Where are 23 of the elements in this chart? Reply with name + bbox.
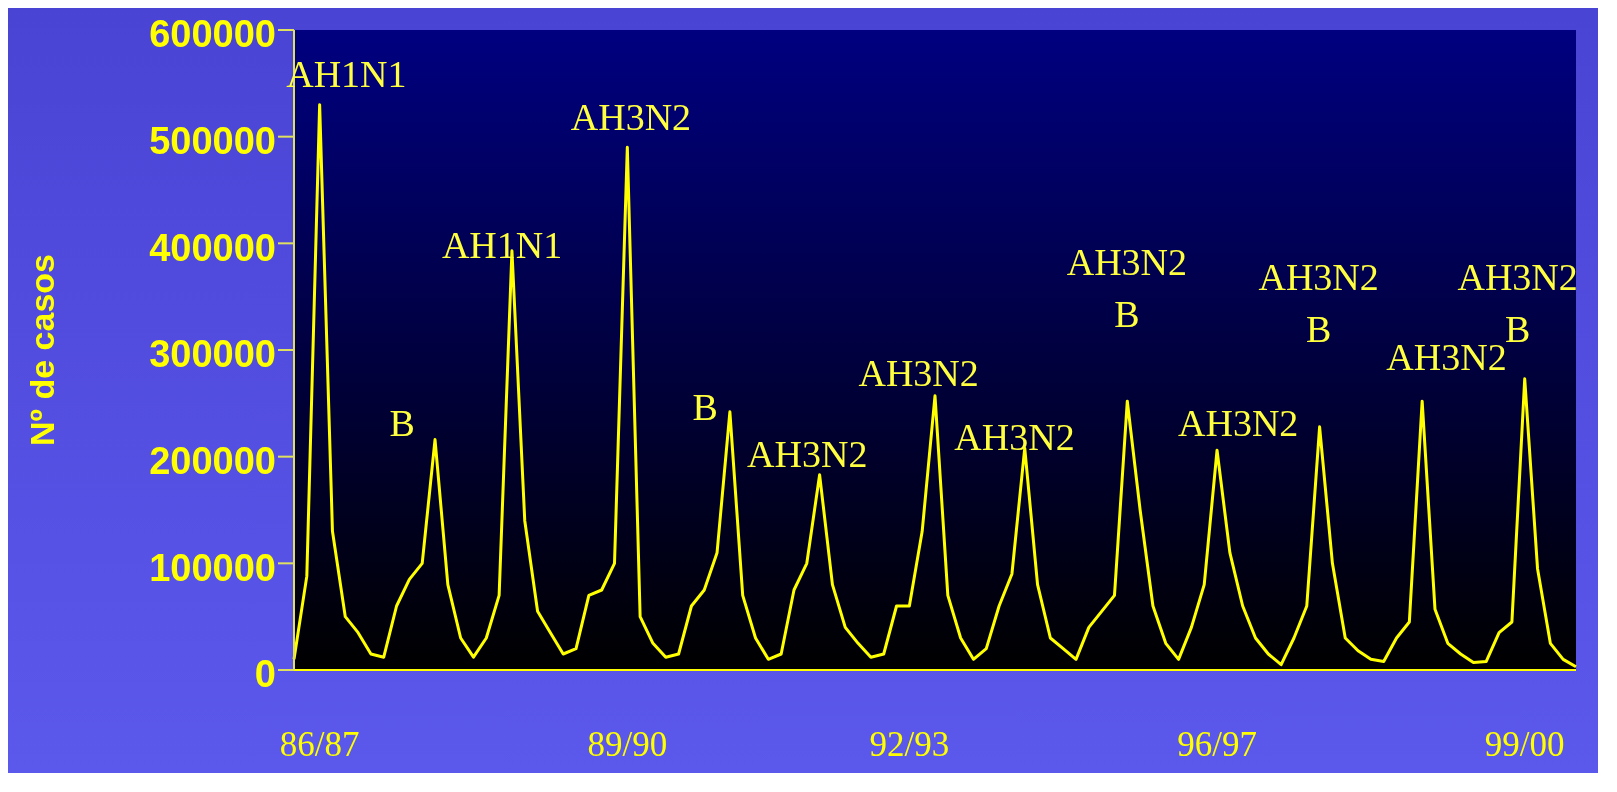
annotation: AH3N2 B	[1258, 256, 1379, 351]
x-tick-label: 96/97	[1177, 725, 1257, 764]
y-tick-label: 400000	[149, 226, 276, 269]
x-tick-label: 99/00	[1484, 725, 1565, 764]
y-tick-label: 500000	[149, 120, 276, 163]
y-axis-title: Nº de casos	[23, 254, 62, 446]
y-tick-label: 200000	[149, 440, 276, 483]
y-tick-label: 100000	[149, 546, 276, 589]
annotation: AH1N1	[440, 223, 564, 269]
annotation: AH3N2	[569, 95, 693, 141]
annotation: AH3N2	[747, 432, 868, 475]
annotation: AH3N2	[1177, 400, 1300, 446]
annotation: B	[691, 385, 719, 431]
x-tick-label: 92/93	[869, 725, 950, 764]
annotation: AH3N2	[857, 351, 980, 397]
y-tick-label: 300000	[149, 333, 276, 376]
x-tick-label: 89/90	[587, 725, 668, 764]
x-tick-label: 86/87	[279, 725, 360, 764]
y-tick-label: 0	[254, 653, 276, 696]
annotation: AH3N2 B	[1066, 240, 1188, 335]
annotation: B	[389, 401, 415, 444]
annotation: AH3N2	[954, 416, 1075, 459]
y-tick-label: 600000	[149, 13, 276, 56]
